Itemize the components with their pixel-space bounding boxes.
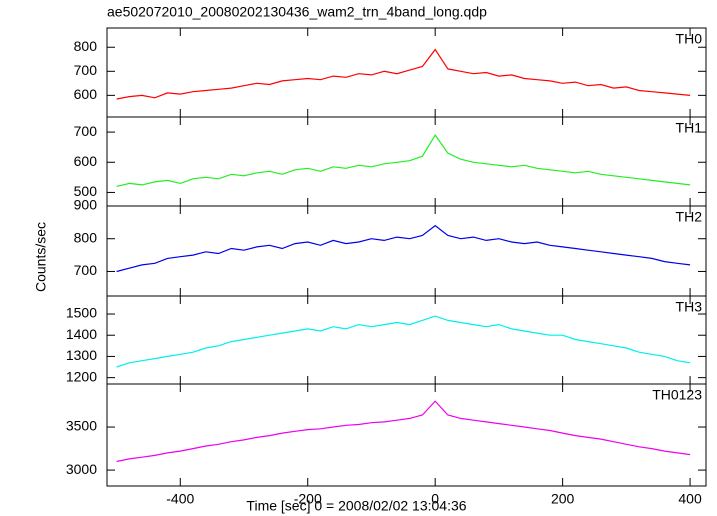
y-tick-label: 700 <box>74 262 98 278</box>
y-tick-label: 1500 <box>66 305 97 321</box>
light-curve <box>116 224 691 273</box>
x-axis-label: Time [sec] 0 = 2008/02/02 13:04:36 <box>246 498 466 514</box>
light-curve <box>116 48 691 100</box>
y-tick-label: 3000 <box>66 461 97 477</box>
x-tick-label: -200 <box>294 491 322 507</box>
panel-label: TH2 <box>676 209 703 225</box>
chart-title: ae502072010_20080202130436_wam2_trn_4ban… <box>107 4 487 20</box>
y-tick-label: 700 <box>74 62 98 78</box>
light-curve <box>116 315 691 368</box>
y-tick-label: 900 <box>74 197 98 213</box>
y-tick-label: 800 <box>74 38 98 54</box>
y-tick-label: 1200 <box>66 368 97 384</box>
y-tick-label: 600 <box>74 86 98 102</box>
y-tick-label: 1400 <box>66 326 97 342</box>
panel-label: TH3 <box>676 299 703 315</box>
light-curve <box>116 134 691 187</box>
panel-frame <box>106 27 707 118</box>
x-tick-label: 200 <box>551 491 575 507</box>
panel-label: TH0 <box>676 31 703 47</box>
panel-frame <box>106 383 707 487</box>
y-tick-label: 3500 <box>66 418 97 434</box>
x-tick-label: 400 <box>678 491 702 507</box>
y-tick-label: 800 <box>74 229 98 245</box>
x-tick-label: -400 <box>166 491 194 507</box>
x-tick-label: 0 <box>431 491 439 507</box>
y-tick-label: 700 <box>74 123 98 139</box>
panel-label: TH0123 <box>652 387 702 403</box>
panel-label: TH1 <box>676 120 703 136</box>
panel-frame <box>106 295 707 385</box>
y-tick-label: 600 <box>74 153 98 169</box>
y-tick-label: 1300 <box>66 347 97 363</box>
y-tick-label: 500 <box>74 183 98 199</box>
panel-frame <box>106 205 707 297</box>
light-curve <box>116 400 691 463</box>
y-axis-label: Counts/sec <box>33 222 49 292</box>
